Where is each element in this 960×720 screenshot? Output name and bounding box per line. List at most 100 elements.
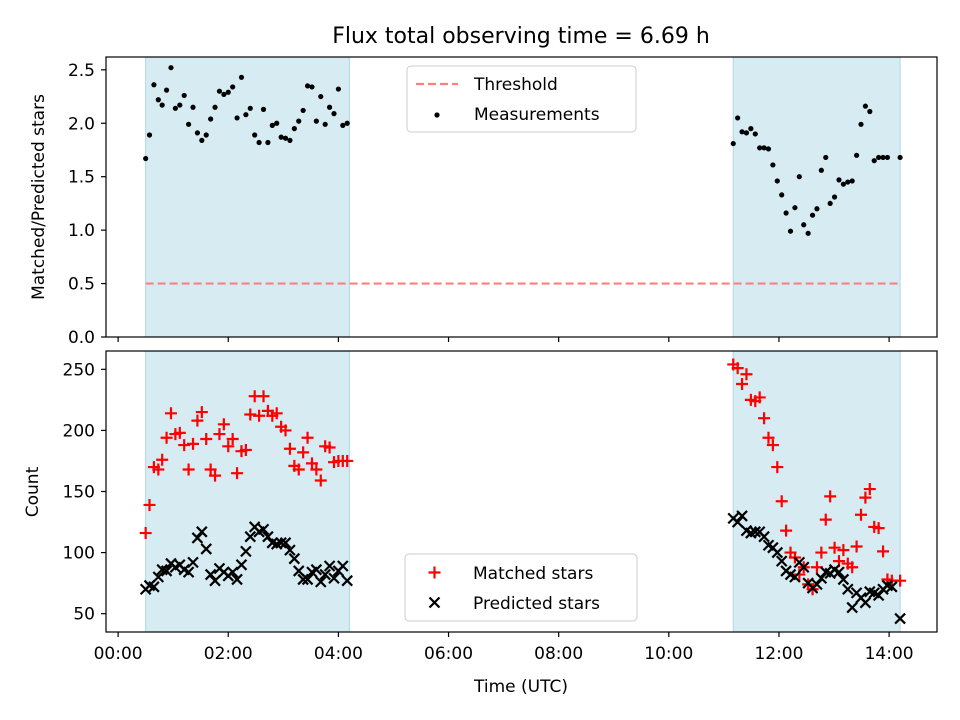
- measurement-point: [143, 155, 149, 162]
- matched-stars-point: [305, 457, 318, 470]
- measurement-point: [208, 116, 214, 122]
- predicted-stars-point: [319, 568, 331, 581]
- measurement-point: [291, 126, 297, 132]
- measurement-point: [146, 132, 153, 138]
- x-tick-label: 02:00: [204, 644, 253, 664]
- predicted-stars-point: [235, 559, 248, 571]
- measurement-point: [243, 112, 249, 118]
- measurement-point: [818, 167, 824, 173]
- measurement-point: [344, 120, 350, 126]
- matched-stars-point: [191, 414, 204, 427]
- measurement-point: [735, 115, 741, 121]
- measurement-point: [867, 108, 873, 115]
- measurement-point: [194, 130, 201, 136]
- measurement-point: [801, 222, 807, 228]
- matched-stars-point: [766, 439, 779, 452]
- matched-stars-point: [160, 431, 173, 444]
- measurement-point: [269, 122, 275, 128]
- measurement-point: [787, 228, 794, 234]
- y-tick-label: 0.5: [68, 275, 95, 295]
- matched-stars-legend-label: Matched stars: [473, 564, 593, 584]
- measurement-point: [862, 103, 869, 109]
- top-y-ticks: 0.0 0.5 1.0 1.5 2.0 2.5: [68, 61, 106, 348]
- matched-stars-point: [213, 428, 226, 441]
- y-tick-label: 200: [63, 421, 95, 441]
- measurement-point: [774, 178, 780, 184]
- matched-stars-point: [200, 432, 213, 445]
- predicted-stars-point: [148, 581, 160, 593]
- matched-stars-point: [187, 437, 200, 450]
- shaded-interval-1: [145, 350, 350, 633]
- measurement-point: [274, 120, 280, 126]
- predicted-stars-point: [314, 576, 327, 588]
- matched-stars-point: [239, 443, 252, 456]
- y-tick-label: 2.5: [68, 61, 95, 81]
- matched-stars-point: [156, 453, 169, 466]
- measurement-point: [823, 154, 829, 161]
- measurement-point: [761, 145, 767, 151]
- predicted-stars-point: [323, 560, 336, 572]
- matched-stars-point: [775, 495, 788, 508]
- matched-stars-point: [139, 527, 152, 540]
- measurement-point: [792, 205, 798, 211]
- top-shaded-intervals: [145, 56, 901, 338]
- predicted-stars-point: [288, 552, 301, 565]
- measurement-point: [221, 91, 227, 98]
- top-axes-frame: [105, 56, 938, 338]
- measurement-point: [871, 158, 877, 164]
- matched-stars-point: [310, 463, 323, 476]
- matched-stars-point: [283, 442, 296, 455]
- measurement-point: [340, 122, 346, 128]
- predicted-stars-point: [811, 578, 823, 591]
- measurement-point: [845, 179, 851, 185]
- matched-stars-point: [217, 418, 230, 431]
- measurement-point: [181, 92, 187, 99]
- matched-stars-point: [226, 432, 239, 445]
- measurement-point: [853, 152, 860, 158]
- matched-stars-point: [758, 412, 771, 425]
- top-panel: 0.0 0.5 1.0 1.5 2.0 2.5 Matched/Predicted sta…: [29, 56, 938, 348]
- measurement-point: [282, 135, 289, 141]
- bottom-y-axis-label: Count: [23, 466, 43, 517]
- matched-stars-point: [877, 545, 890, 558]
- matched-stars-point: [762, 431, 775, 444]
- x-tick-label: 04:00: [314, 644, 363, 664]
- predicted-stars-point: [310, 563, 323, 576]
- matched-stars-point: [301, 431, 314, 444]
- predicted-stars-point: [337, 560, 349, 572]
- measurements-legend-label: Measurements: [474, 105, 600, 125]
- predicted-stars-point: [244, 530, 257, 543]
- measurement-point: [748, 126, 754, 132]
- measurement-point: [190, 104, 196, 110]
- matched-stars-series: [139, 358, 907, 596]
- predicted-stars-series: [139, 510, 906, 625]
- matched-stars-point: [736, 377, 749, 390]
- matched-stars-point: [253, 409, 266, 422]
- measurement-point: [296, 118, 302, 124]
- matched-stars-point: [815, 546, 828, 559]
- matched-stars-point: [859, 491, 872, 504]
- measurements-series: [143, 65, 903, 236]
- top-legend: Threshold Measurements: [406, 65, 637, 133]
- matched-stars-point: [819, 513, 832, 526]
- measurement-point: [256, 139, 262, 146]
- matched-stars-point: [894, 574, 907, 587]
- bottom-y-ticks: 50 100 150 200 250: [63, 360, 106, 625]
- measurement-point: [752, 131, 758, 137]
- measurement-point: [827, 200, 833, 207]
- matched-stars-point: [178, 439, 191, 452]
- predicted-stars-legend-label: Predicted stars: [473, 594, 600, 614]
- bottom-legend: Matched stars Predicted stars: [404, 553, 638, 622]
- predicted-stars-point: [731, 516, 744, 528]
- x-axis-label: Time (UTC): [473, 677, 568, 697]
- matched-stars-point: [297, 446, 310, 459]
- predicted-stars-point: [842, 583, 854, 596]
- predicted-stars-point: [837, 573, 850, 586]
- predicted-stars-point: [797, 561, 810, 574]
- measurement-point: [322, 121, 328, 127]
- measurement-point: [199, 137, 205, 143]
- matched-stars-point: [753, 391, 766, 404]
- measurement-point: [252, 132, 258, 138]
- y-tick-label: 1.5: [68, 168, 95, 188]
- matched-stars-point: [314, 474, 327, 487]
